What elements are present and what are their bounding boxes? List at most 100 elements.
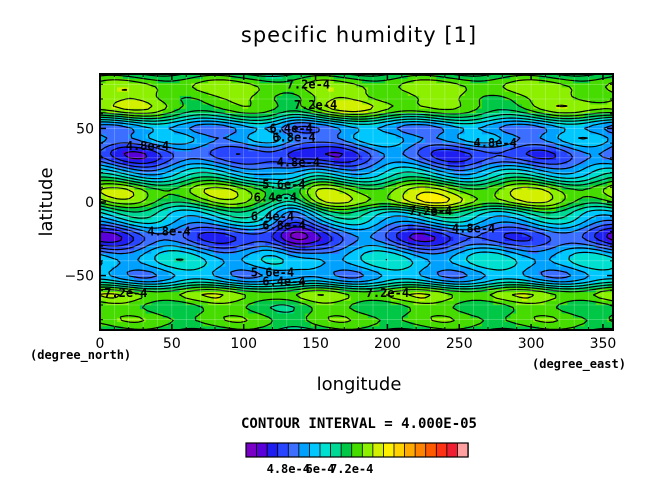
field-cell: [225, 167, 232, 173]
field-cell: [339, 74, 346, 79]
field-cell: [419, 129, 426, 135]
field-cell: [470, 253, 477, 259]
field-cell: [516, 257, 523, 263]
field-cell: [396, 167, 403, 173]
field-cell: [271, 138, 278, 143]
field-cell: [333, 231, 340, 237]
field-cell: [219, 308, 226, 314]
field-cell: [453, 146, 460, 152]
field-cell: [322, 142, 329, 148]
field-cell: [556, 95, 563, 101]
field-cell: [328, 321, 335, 327]
field-cell: [122, 240, 130, 246]
field-cell: [236, 312, 244, 318]
field-cell: [271, 78, 278, 84]
field-cell: [561, 74, 568, 79]
field-cell: [128, 142, 135, 148]
field-cell: [179, 227, 187, 233]
field-cell: [504, 274, 511, 280]
field-cell: [151, 206, 158, 212]
field-cell: [385, 172, 392, 177]
field-cell: [430, 253, 437, 259]
field-cell: [282, 202, 289, 207]
field-cell: [367, 150, 375, 156]
field-cell: [385, 82, 392, 88]
field-cell: [436, 295, 443, 301]
field-cell: [322, 74, 329, 79]
field-cell: [527, 103, 534, 109]
field-cell: [134, 210, 141, 216]
field-cell: [191, 236, 198, 241]
field-cell: [202, 74, 209, 79]
field-cell: [556, 283, 563, 288]
field-cell: [516, 308, 523, 314]
field-cell: [556, 266, 563, 271]
field-cell: [253, 300, 261, 305]
field-cell: [225, 283, 232, 288]
field-cell: [385, 312, 392, 318]
field-cell: [202, 274, 209, 280]
field-cell: [208, 172, 215, 177]
field-cell: [105, 159, 112, 165]
field-cell: [179, 219, 187, 224]
field-cell: [453, 325, 460, 330]
field-cell: [328, 133, 335, 139]
field-cell: [111, 167, 118, 173]
field-cell: [305, 231, 312, 237]
field-cell: [476, 317, 483, 323]
field-cell: [248, 244, 255, 250]
field-cell: [162, 257, 169, 263]
field-cell: [407, 227, 415, 233]
field-cell: [253, 159, 261, 165]
field-cell: [367, 138, 375, 143]
field-cell: [510, 129, 517, 135]
field-cell: [499, 291, 506, 297]
field-cell: [567, 95, 574, 101]
field-cell: [196, 159, 204, 165]
field-cell: [214, 325, 221, 330]
field-cell: [145, 112, 152, 118]
field-cell: [396, 120, 403, 126]
field-cell: [208, 176, 215, 182]
field-cell: [481, 278, 489, 284]
field-cell: [362, 304, 369, 310]
field-cell: [282, 308, 289, 314]
field-cell: [271, 257, 278, 263]
field-cell: [396, 82, 403, 88]
field-cell: [481, 223, 489, 229]
field-cell: [527, 240, 534, 246]
field-cell: [487, 308, 494, 314]
field-cell: [134, 193, 141, 199]
field-cell: [573, 270, 580, 276]
field-cell: [481, 240, 489, 246]
field-cell: [345, 86, 352, 92]
field-cell: [253, 291, 261, 297]
field-cell: [185, 266, 192, 271]
field-cell: [271, 120, 278, 126]
field-cell: [470, 270, 477, 276]
field-cell: [453, 176, 460, 182]
field-cell: [436, 184, 443, 190]
field-cell: [464, 308, 472, 314]
field-cell: [293, 193, 301, 199]
field-cell: [493, 291, 500, 297]
field-cell: [236, 308, 244, 314]
field-cell: [419, 133, 426, 139]
field-cell: [350, 325, 358, 330]
field-cell: [487, 312, 494, 318]
field-cell: [105, 150, 112, 156]
field-cell: [282, 236, 289, 241]
field-cell: [379, 95, 386, 101]
field-cell: [538, 317, 546, 323]
field-cell: [162, 95, 169, 101]
field-cell: [367, 210, 375, 216]
field-cell: [293, 99, 301, 105]
field-cell: [402, 300, 409, 305]
field-cell: [550, 227, 557, 233]
field-cell: [373, 266, 380, 271]
field-cell: [185, 91, 192, 96]
field-cell: [225, 206, 232, 212]
field-cell: [333, 308, 340, 314]
field-cell: [282, 129, 289, 135]
field-cell: [271, 270, 278, 276]
